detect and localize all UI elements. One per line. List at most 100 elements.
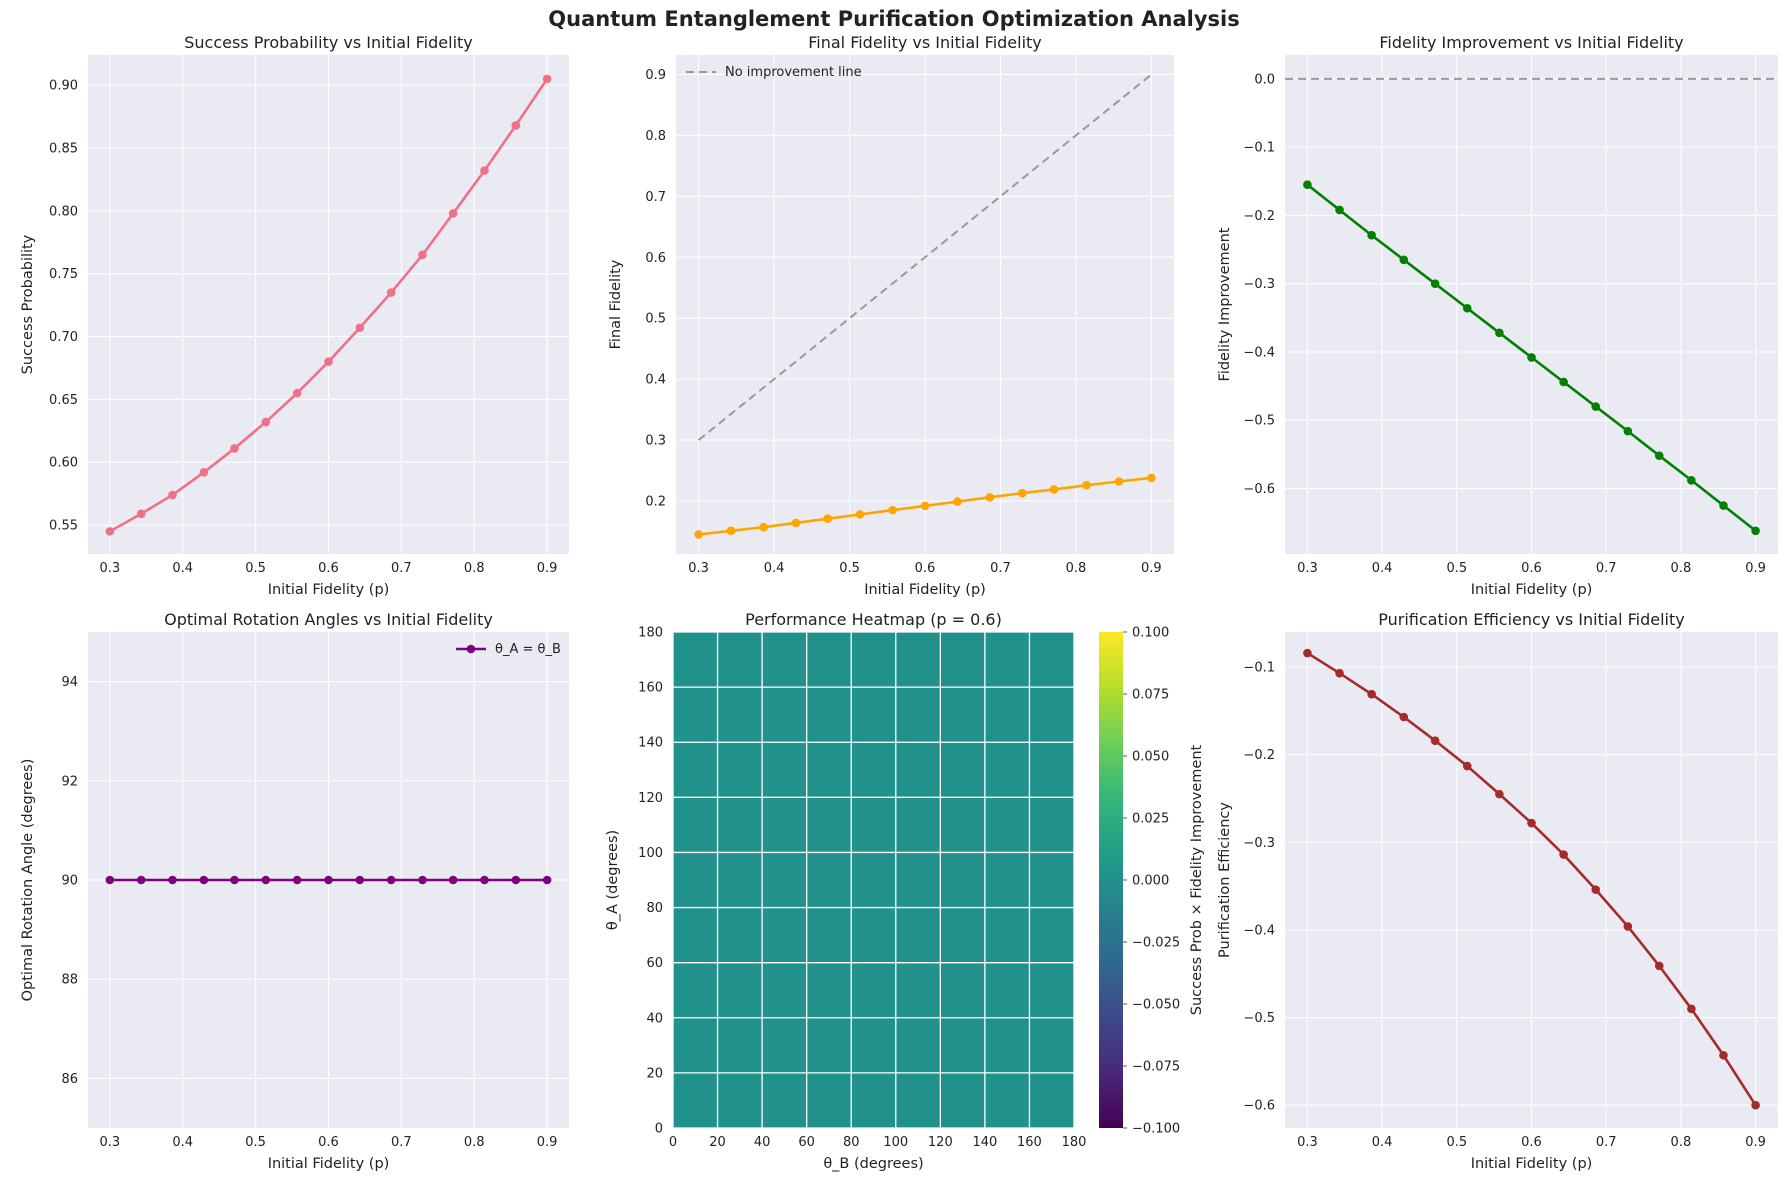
x-tick-label: 0.7 — [391, 1135, 412, 1150]
x-tick-label: 0.5 — [245, 1135, 266, 1150]
data-point — [694, 530, 703, 539]
subplot-title: Performance Heatmap (p = 0.6) — [745, 610, 1002, 629]
data-point — [1399, 255, 1409, 265]
x-tick-label: 0.4 — [764, 561, 785, 576]
x-axis-label: Initial Fidelity (p) — [268, 582, 390, 598]
subplot-angles: Optimal Rotation Angles vs Initial Fidel… — [20, 610, 569, 1172]
y-axis-label: θ_A (degrees) — [605, 830, 621, 930]
y-tick-label: −0.1 — [1243, 661, 1275, 676]
x-tick-label: 0.8 — [1066, 561, 1087, 576]
y-tick-label: 90 — [61, 874, 78, 889]
y-tick-label: 80 — [646, 901, 663, 916]
heatmap-cells — [673, 632, 1074, 1128]
x-axis-label: θ_B (degrees) — [823, 1156, 923, 1172]
data-point — [168, 875, 177, 885]
data-point — [199, 467, 209, 477]
y-axis-label: Final Fidelity — [608, 259, 624, 349]
data-point — [230, 875, 239, 885]
data-point — [105, 527, 115, 536]
x-tick-label: 0.6 — [1521, 1135, 1542, 1150]
y-tick-label: −0.3 — [1243, 836, 1275, 851]
x-tick-label: 0.6 — [318, 561, 339, 576]
data-point — [386, 875, 396, 885]
x-tick-label: 80 — [843, 1135, 860, 1150]
data-point — [1367, 230, 1376, 240]
x-axis-label: Initial Fidelity (p) — [864, 582, 986, 598]
data-point — [1018, 488, 1027, 498]
x-tick-label: 0.7 — [391, 561, 412, 576]
data-point — [1430, 736, 1440, 745]
data-point — [199, 875, 209, 885]
x-tick-label: 0.3 — [1297, 1135, 1318, 1150]
x-tick-label: 0.4 — [172, 1135, 193, 1150]
data-point — [953, 497, 962, 506]
y-tick-label: 0.2 — [645, 494, 666, 509]
subplot-final: Final Fidelity vs Initial Fidelity Initia… — [608, 33, 1174, 598]
y-tick-label: −0.5 — [1243, 1011, 1275, 1026]
y-tick-label: 92 — [61, 774, 78, 789]
data-point — [1559, 377, 1568, 387]
colorbar-tick-label: −0.050 — [1132, 998, 1180, 1013]
y-tick-label: −0.1 — [1243, 141, 1275, 156]
colorbar-tick-label: 0.100 — [1132, 626, 1169, 641]
y-tick-label: 0.85 — [49, 142, 78, 157]
y-axis-label: Fidelity Improvement — [1217, 227, 1233, 381]
data-point — [511, 875, 521, 885]
data-point — [985, 493, 995, 502]
data-point — [888, 505, 897, 515]
x-tick-label: 0.7 — [990, 561, 1011, 576]
colorbar-label: Success Prob × Fidelity Improvement — [1189, 744, 1205, 1015]
data-point — [355, 323, 365, 333]
data-point — [168, 490, 177, 500]
data-point — [1335, 205, 1344, 215]
subplot-title: Success Probability vs Initial Fidelity — [184, 33, 473, 52]
y-tick-label: −0.3 — [1243, 277, 1275, 292]
x-tick-label: 0.5 — [1446, 561, 1467, 576]
data-point — [1591, 402, 1601, 411]
data-point — [230, 444, 239, 453]
data-point — [920, 501, 930, 511]
y-tick-label: 0.6 — [645, 251, 666, 266]
y-tick-label: −0.6 — [1243, 482, 1275, 497]
x-tick-label: 0.6 — [1521, 561, 1542, 576]
y-tick-label: 88 — [61, 973, 78, 988]
data-point — [1367, 689, 1376, 699]
x-tick-label: 0.3 — [688, 561, 709, 576]
data-point — [1303, 180, 1312, 189]
x-tick-label: 0.5 — [245, 561, 266, 576]
y-tick-label: 0.90 — [49, 79, 78, 94]
data-point — [1751, 1100, 1760, 1110]
y-tick-label: 180 — [638, 626, 663, 641]
x-tick-label: 0.7 — [1596, 561, 1617, 576]
y-tick-label: 140 — [638, 736, 663, 751]
x-tick-label: 0.5 — [839, 561, 860, 576]
data-point — [1335, 668, 1344, 678]
y-tick-label: 40 — [646, 1011, 663, 1026]
x-tick-label: 0.4 — [172, 561, 193, 576]
y-axis-label: Optimal Rotation Angle (degrees) — [20, 759, 36, 1002]
data-point — [136, 509, 146, 519]
subplot-heatmap: Performance Heatmap (p = 0.6) θ_B (degree… — [605, 610, 1205, 1172]
x-tick-label: 0.9 — [1141, 561, 1162, 576]
data-point — [1623, 426, 1633, 436]
data-point — [1462, 761, 1472, 771]
y-axis-label: Success Probability — [20, 234, 36, 374]
subplot-title: Optimal Rotation Angles vs Initial Fidel… — [164, 610, 493, 629]
data-point — [480, 875, 489, 885]
x-tick-label: 0.3 — [100, 561, 121, 576]
data-point — [418, 875, 427, 885]
x-tick-label: 0.3 — [1297, 561, 1318, 576]
y-tick-label: 120 — [638, 791, 663, 806]
subplot-improvement: Fidelity Improvement vs Initial Fidelity… — [1217, 33, 1778, 598]
data-point — [136, 875, 146, 885]
y-tick-label: 0.8 — [645, 129, 666, 144]
data-point — [1082, 480, 1091, 490]
subplot-title: Purification Efficiency vs Initial Fidel… — [1378, 610, 1684, 629]
x-tick-label: 0.8 — [1671, 1135, 1692, 1150]
y-tick-label: −0.2 — [1243, 748, 1275, 763]
data-point — [1654, 451, 1664, 461]
data-point — [418, 250, 427, 260]
x-tick-label: 0.4 — [1372, 1135, 1393, 1150]
x-tick-label: 0.4 — [1372, 561, 1393, 576]
